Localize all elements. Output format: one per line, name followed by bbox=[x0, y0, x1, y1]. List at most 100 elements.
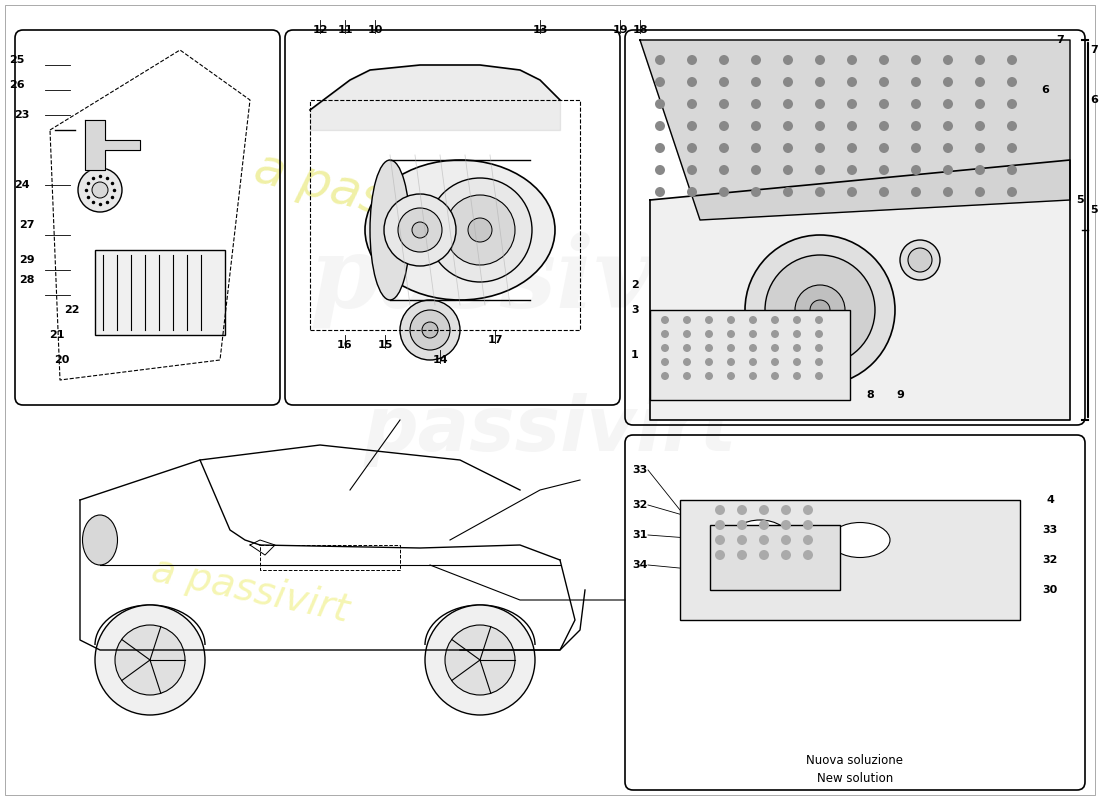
Circle shape bbox=[1006, 77, 1018, 87]
Circle shape bbox=[727, 344, 735, 352]
Circle shape bbox=[943, 187, 953, 197]
Circle shape bbox=[943, 55, 953, 65]
Circle shape bbox=[771, 372, 779, 380]
Circle shape bbox=[654, 121, 666, 131]
Text: 29: 29 bbox=[19, 255, 35, 265]
Text: 1: 1 bbox=[631, 350, 639, 360]
Circle shape bbox=[911, 77, 921, 87]
Text: 20: 20 bbox=[54, 355, 69, 365]
Circle shape bbox=[446, 625, 515, 695]
Text: 12: 12 bbox=[312, 25, 328, 35]
Circle shape bbox=[781, 505, 791, 515]
Circle shape bbox=[688, 187, 697, 197]
Circle shape bbox=[1006, 99, 1018, 109]
Circle shape bbox=[803, 535, 813, 545]
Circle shape bbox=[975, 121, 984, 131]
Circle shape bbox=[654, 165, 666, 175]
Circle shape bbox=[911, 99, 921, 109]
Text: 16: 16 bbox=[338, 340, 353, 350]
Text: Nuova soluzione: Nuova soluzione bbox=[806, 754, 903, 766]
Circle shape bbox=[719, 187, 729, 197]
Circle shape bbox=[425, 605, 535, 715]
Circle shape bbox=[975, 77, 984, 87]
Circle shape bbox=[879, 55, 889, 65]
Circle shape bbox=[759, 550, 769, 560]
Text: 5: 5 bbox=[1076, 195, 1084, 205]
Circle shape bbox=[815, 99, 825, 109]
Circle shape bbox=[911, 165, 921, 175]
Circle shape bbox=[1006, 187, 1018, 197]
Ellipse shape bbox=[830, 522, 890, 558]
Text: 5: 5 bbox=[1090, 205, 1098, 215]
Circle shape bbox=[654, 55, 666, 65]
Circle shape bbox=[975, 99, 984, 109]
Circle shape bbox=[803, 520, 813, 530]
Circle shape bbox=[879, 165, 889, 175]
Circle shape bbox=[719, 165, 729, 175]
Circle shape bbox=[1006, 55, 1018, 65]
Polygon shape bbox=[640, 40, 1070, 220]
Circle shape bbox=[771, 316, 779, 324]
Circle shape bbox=[793, 358, 801, 366]
Circle shape bbox=[911, 143, 921, 153]
Circle shape bbox=[783, 143, 793, 153]
Circle shape bbox=[661, 344, 669, 352]
Circle shape bbox=[783, 165, 793, 175]
Text: 28: 28 bbox=[20, 275, 35, 285]
Circle shape bbox=[751, 77, 761, 87]
Circle shape bbox=[847, 121, 857, 131]
Circle shape bbox=[749, 316, 757, 324]
Circle shape bbox=[815, 330, 823, 338]
Circle shape bbox=[745, 235, 895, 385]
Circle shape bbox=[715, 505, 725, 515]
Circle shape bbox=[737, 550, 747, 560]
Circle shape bbox=[793, 330, 801, 338]
Circle shape bbox=[428, 178, 532, 282]
Circle shape bbox=[410, 310, 450, 350]
Circle shape bbox=[661, 372, 669, 380]
Text: 2: 2 bbox=[631, 280, 639, 290]
Circle shape bbox=[815, 165, 825, 175]
Circle shape bbox=[749, 330, 757, 338]
Bar bbox=[650, 310, 850, 400]
Circle shape bbox=[815, 121, 825, 131]
Text: 19: 19 bbox=[613, 25, 628, 35]
Circle shape bbox=[705, 330, 713, 338]
Circle shape bbox=[803, 550, 813, 560]
Ellipse shape bbox=[730, 520, 790, 560]
Circle shape bbox=[688, 77, 697, 87]
Circle shape bbox=[783, 77, 793, 87]
Ellipse shape bbox=[82, 515, 118, 565]
Bar bbox=[95, 250, 226, 335]
Circle shape bbox=[727, 316, 735, 324]
Text: 33: 33 bbox=[1043, 525, 1057, 535]
Circle shape bbox=[815, 143, 825, 153]
Text: 6: 6 bbox=[1090, 95, 1098, 105]
Text: 13: 13 bbox=[532, 25, 548, 35]
Circle shape bbox=[1006, 143, 1018, 153]
Text: 4: 4 bbox=[1046, 495, 1054, 505]
Polygon shape bbox=[85, 120, 140, 170]
Circle shape bbox=[911, 55, 921, 65]
Circle shape bbox=[759, 535, 769, 545]
Circle shape bbox=[975, 55, 984, 65]
Text: 14: 14 bbox=[432, 355, 448, 365]
Text: 32: 32 bbox=[1043, 555, 1058, 565]
Circle shape bbox=[847, 77, 857, 87]
Circle shape bbox=[719, 99, 729, 109]
Text: passivirt: passivirt bbox=[310, 232, 790, 328]
Circle shape bbox=[683, 372, 691, 380]
Circle shape bbox=[400, 300, 460, 360]
Text: 7: 7 bbox=[1090, 45, 1098, 55]
Circle shape bbox=[661, 358, 669, 366]
Circle shape bbox=[737, 505, 747, 515]
Circle shape bbox=[911, 121, 921, 131]
Circle shape bbox=[764, 255, 875, 365]
Circle shape bbox=[727, 358, 735, 366]
Ellipse shape bbox=[370, 160, 410, 300]
Circle shape bbox=[759, 520, 769, 530]
Circle shape bbox=[908, 248, 932, 272]
Circle shape bbox=[727, 372, 735, 380]
Circle shape bbox=[654, 99, 666, 109]
Circle shape bbox=[654, 77, 666, 87]
